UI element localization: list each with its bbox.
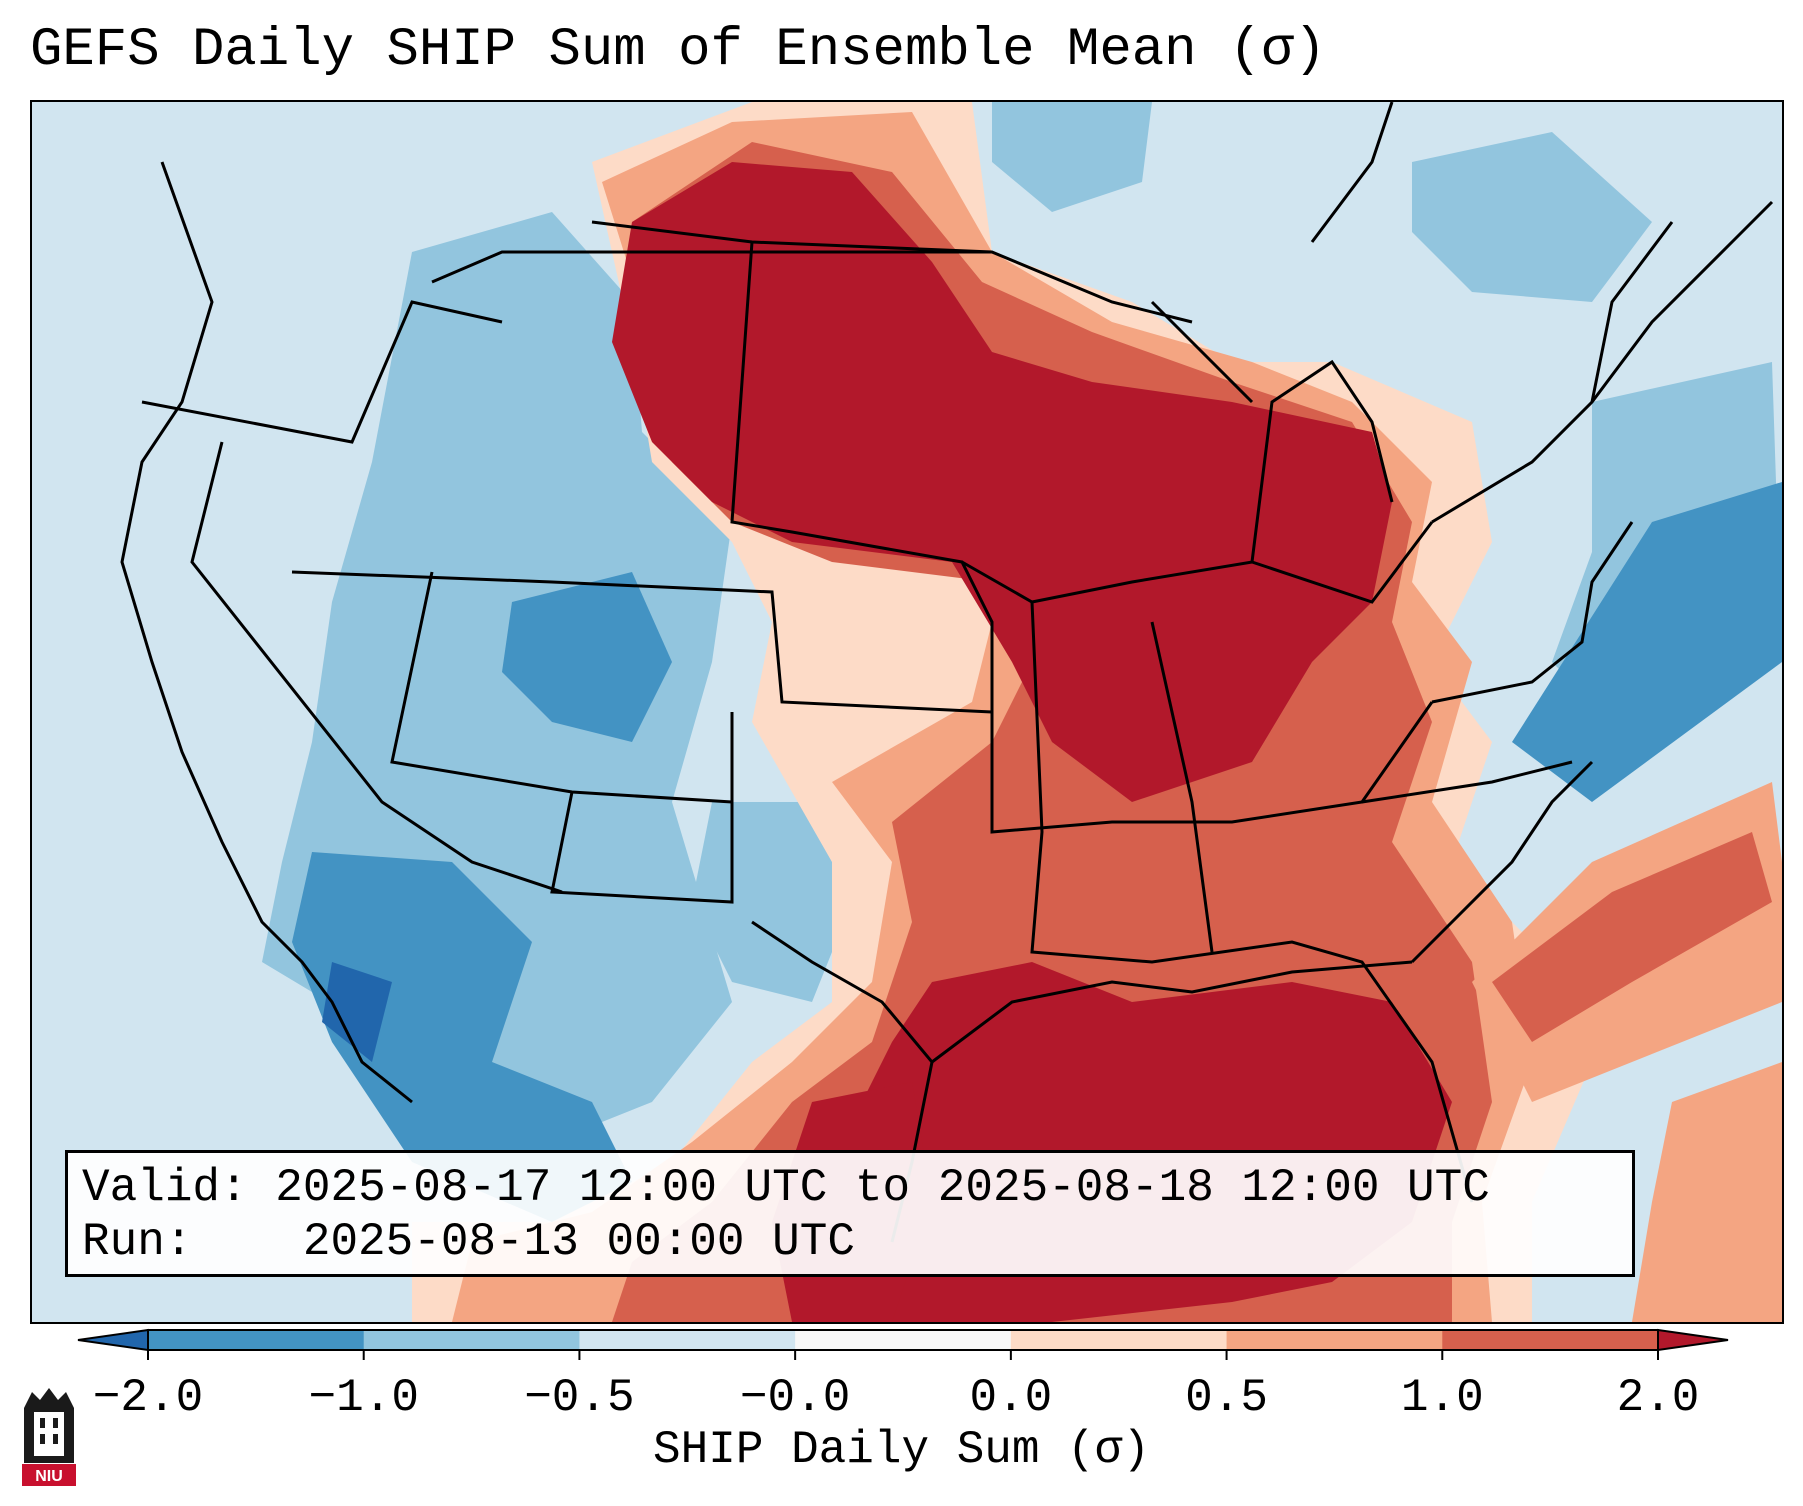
colorbar-bin [1010,1330,1228,1350]
logo-text: NIU [35,1468,63,1485]
colorbar-bins [77,1328,1729,1352]
run-label: Run: [82,1216,193,1268]
ship-anomaly-map [32,102,1782,1322]
colorbar-extend-high [1657,1328,1729,1352]
colorbar-bin [148,1330,365,1350]
colorbar-tick-label: −2.0 [93,1372,203,1424]
colorbar-bin [795,1330,1012,1350]
colorbar: −2.0 −1.0 −0.5 −0.0 0.0 0.5 1.0 2.0 [77,1328,1729,1424]
colorbar-tick-label: 2.0 [1617,1372,1700,1424]
colorbar-bin [579,1330,796,1350]
valid-run-info: Valid: 2025-08-17 12:00 UTC to 2025-08-1… [65,1150,1635,1277]
colorbar-bin [1226,1330,1443,1350]
valid-label: Valid: [82,1162,248,1214]
colorbar-tick-label: −0.5 [524,1372,634,1424]
niu-logo: NIU [22,1388,76,1486]
colorbar-bin [1442,1330,1659,1350]
colorbar-tick-label: 0.5 [1185,1372,1268,1424]
colorbar-tick-label: 0.0 [969,1372,1052,1424]
page-title: GEFS Daily SHIP Sum of Ensemble Mean (σ) [30,20,1327,81]
colorbar-tick-label: −0.0 [740,1372,850,1424]
colorbar-tick-label: 1.0 [1401,1372,1484,1424]
run-time: 2025-08-13 00:00 UTC [302,1216,855,1268]
map-area [30,100,1784,1324]
colorbar-tick-label: −1.0 [309,1372,419,1424]
colorbar-bin [363,1330,580,1350]
colorbar-label: SHIP Daily Sum (σ) [653,1424,1150,1476]
colorbar-ticks: −2.0 −1.0 −0.5 −0.0 0.0 0.5 1.0 2.0 [93,1350,1700,1424]
colorbar-extend-low [77,1328,149,1352]
valid-range: 2025-08-17 12:00 UTC to 2025-08-18 12:00… [275,1162,1490,1214]
